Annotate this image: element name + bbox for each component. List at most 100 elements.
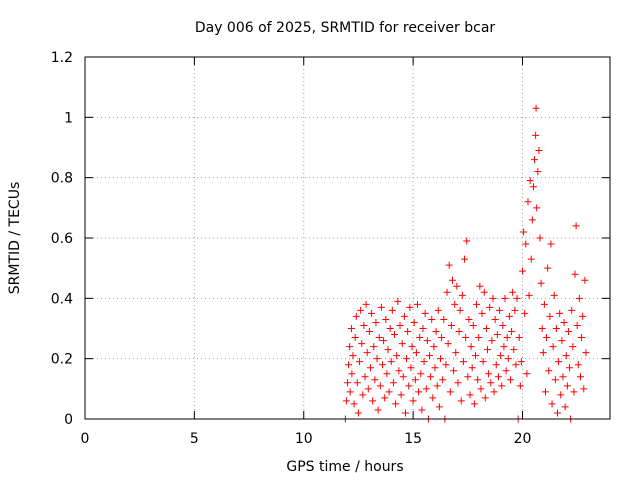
data-point bbox=[461, 255, 469, 263]
y-tick-label: 0.6 bbox=[51, 231, 73, 247]
data-points bbox=[341, 104, 590, 423]
data-point bbox=[505, 312, 513, 320]
data-point bbox=[401, 409, 409, 417]
data-point bbox=[404, 328, 412, 336]
data-point bbox=[522, 240, 530, 248]
data-point bbox=[508, 328, 516, 336]
data-point bbox=[574, 361, 582, 369]
data-point bbox=[420, 358, 428, 366]
data-point bbox=[492, 361, 500, 369]
data-point bbox=[454, 379, 462, 387]
data-point bbox=[533, 204, 541, 212]
data-point bbox=[568, 306, 576, 314]
data-point bbox=[405, 382, 413, 390]
data-point bbox=[435, 403, 443, 411]
data-point bbox=[412, 349, 420, 357]
data-point bbox=[363, 349, 371, 357]
data-point bbox=[364, 385, 372, 393]
data-point bbox=[456, 306, 464, 314]
data-point bbox=[547, 240, 555, 248]
data-point bbox=[491, 315, 499, 323]
data-point bbox=[361, 373, 369, 381]
data-point bbox=[408, 343, 416, 351]
data-point bbox=[535, 147, 543, 155]
data-point bbox=[365, 328, 373, 336]
data-point bbox=[477, 385, 485, 393]
data-point bbox=[387, 358, 395, 366]
data-point bbox=[498, 382, 506, 390]
data-point bbox=[506, 376, 514, 384]
data-point bbox=[414, 300, 421, 308]
data-point bbox=[544, 264, 552, 272]
data-point bbox=[432, 328, 440, 336]
data-point bbox=[549, 343, 557, 351]
data-point bbox=[569, 343, 577, 351]
data-point bbox=[476, 282, 484, 290]
data-point bbox=[470, 400, 478, 408]
data-point bbox=[438, 334, 446, 342]
data-point bbox=[563, 382, 571, 390]
data-point bbox=[524, 198, 532, 206]
data-point bbox=[374, 406, 382, 414]
data-point bbox=[350, 400, 358, 408]
data-point bbox=[480, 288, 488, 296]
data-point bbox=[582, 349, 590, 357]
data-point bbox=[487, 379, 495, 387]
data-point bbox=[561, 403, 569, 411]
x-tick-label: 15 bbox=[404, 431, 422, 447]
data-point bbox=[554, 409, 561, 417]
data-point bbox=[539, 349, 547, 357]
data-point bbox=[538, 325, 546, 332]
data-point bbox=[411, 376, 419, 384]
data-point bbox=[482, 325, 490, 332]
data-point bbox=[500, 343, 508, 351]
data-point bbox=[546, 312, 554, 320]
data-point bbox=[493, 331, 501, 339]
data-point bbox=[380, 337, 388, 345]
data-point bbox=[453, 282, 461, 290]
y-tick-label: 1 bbox=[64, 110, 73, 126]
data-point bbox=[403, 355, 411, 363]
data-point bbox=[353, 379, 361, 387]
data-point bbox=[415, 388, 423, 396]
data-point bbox=[433, 382, 441, 390]
data-point bbox=[525, 291, 533, 299]
data-point bbox=[409, 397, 417, 405]
data-point bbox=[529, 183, 537, 191]
data-point bbox=[489, 294, 497, 302]
data-point bbox=[504, 355, 512, 363]
data-point bbox=[400, 312, 408, 320]
data-point bbox=[570, 388, 578, 396]
data-point bbox=[479, 358, 487, 366]
data-point bbox=[534, 168, 542, 176]
data-point bbox=[396, 321, 404, 329]
data-point bbox=[532, 131, 540, 139]
data-point bbox=[455, 328, 463, 336]
y-tick-label: 0.4 bbox=[51, 291, 73, 307]
data-point bbox=[389, 379, 397, 387]
data-point bbox=[559, 373, 567, 381]
data-point bbox=[516, 382, 524, 390]
data-point bbox=[580, 385, 588, 393]
data-point bbox=[430, 343, 438, 351]
data-point bbox=[383, 370, 391, 378]
data-point bbox=[439, 376, 447, 384]
data-point bbox=[519, 267, 526, 275]
y-tick-label: 0 bbox=[64, 412, 73, 428]
data-point bbox=[344, 379, 351, 387]
data-point bbox=[451, 300, 459, 308]
data-point bbox=[555, 358, 563, 366]
data-point bbox=[566, 364, 574, 372]
data-point bbox=[510, 346, 518, 354]
data-point bbox=[370, 343, 378, 351]
data-point bbox=[481, 394, 489, 402]
data-point bbox=[369, 397, 377, 405]
data-point bbox=[560, 318, 568, 326]
data-point bbox=[552, 325, 560, 332]
data-point bbox=[496, 306, 504, 314]
data-point bbox=[502, 367, 510, 375]
data-point bbox=[384, 346, 392, 354]
data-point bbox=[373, 355, 381, 363]
data-point bbox=[571, 270, 579, 278]
data-point bbox=[557, 391, 565, 399]
